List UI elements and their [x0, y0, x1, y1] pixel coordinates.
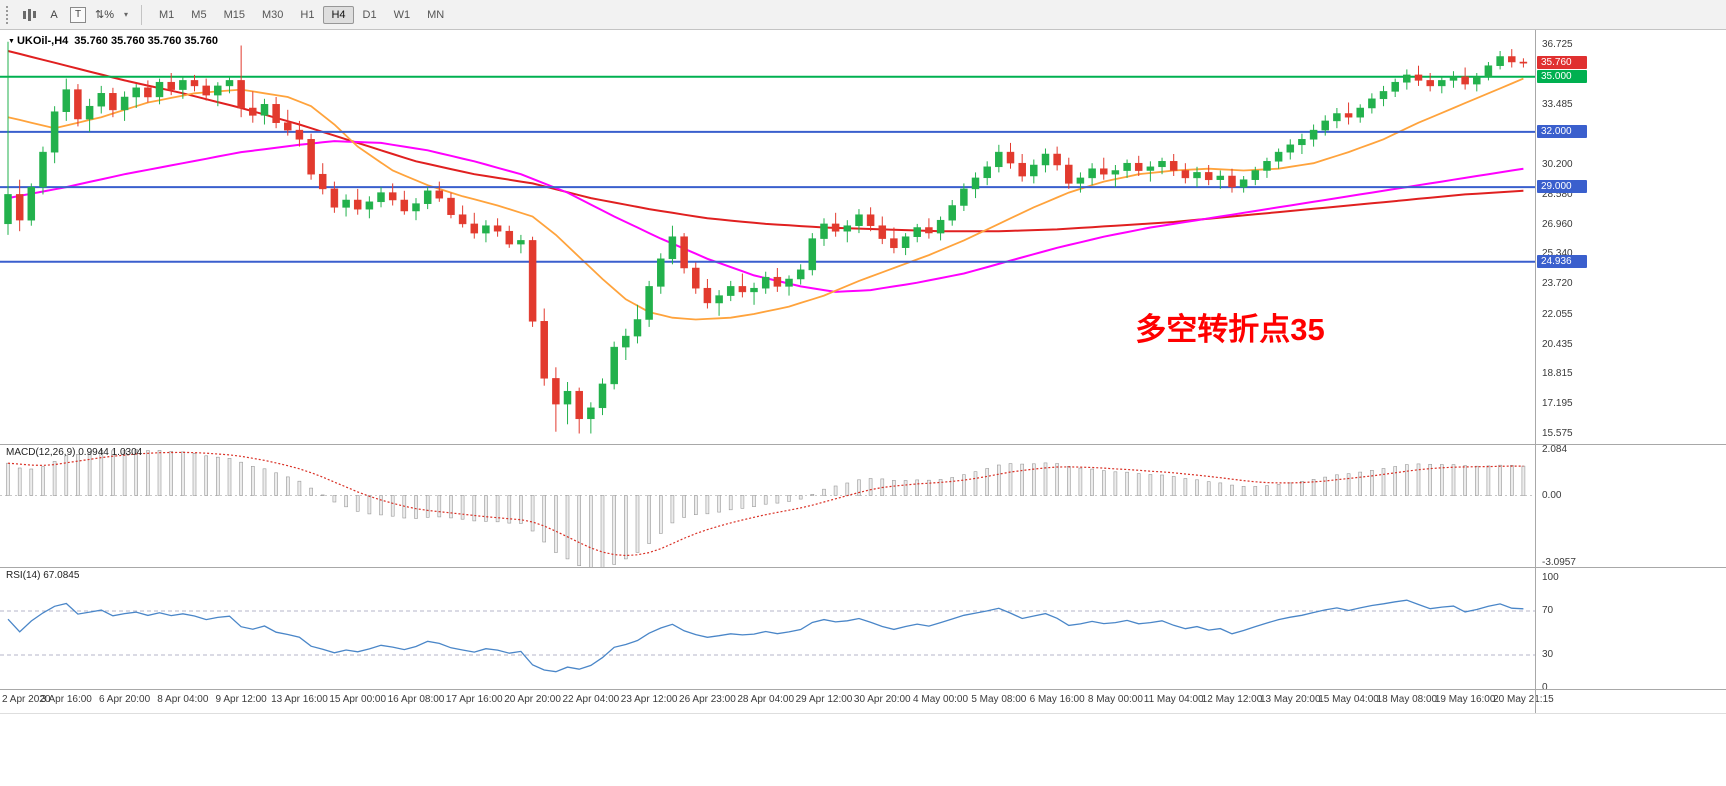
symbol-ohlc-header: ▼ UKOil-,H4 35.760 35.760 35.760 35.760	[8, 35, 218, 47]
time-label: 12 May 12:00	[1201, 694, 1263, 705]
rsi-tick-100: 100	[1542, 572, 1559, 583]
time-label: 6 Apr 20:00	[98, 694, 151, 705]
price-tick-33.485: 33.485	[1542, 99, 1573, 110]
time-label: 26 Apr 23:00	[679, 694, 736, 705]
price-tick-30.200: 30.200	[1542, 159, 1573, 170]
price-tick-15.575: 15.575	[1542, 428, 1573, 439]
chart-annotation-text[interactable]: 多空转折点35	[1135, 312, 1324, 347]
time-label: 16 Apr 08:00	[387, 694, 445, 705]
price-tick-25.340: 25.340	[1542, 248, 1573, 259]
rsi-label: RSI(14) 67.0845	[6, 570, 80, 581]
macd-tick--3.0957: -3.0957	[1542, 557, 1576, 568]
toolbar-separator	[141, 4, 143, 25]
window-bottom-edge	[0, 713, 1726, 714]
price-tick-22.055: 22.055	[1542, 309, 1573, 320]
time-label: 19 May 16:00	[1434, 694, 1496, 705]
ma-medium-magenta	[7, 140, 1524, 293]
price-tick-20.435: 20.435	[1542, 339, 1573, 350]
time-label: 9 Apr 12:00	[215, 694, 267, 705]
rsi-tick-70: 70	[1542, 605, 1554, 616]
price-tick-18.815: 18.815	[1542, 368, 1573, 379]
time-label: 23 Apr 12:00	[620, 694, 678, 705]
macd-tick-2.084: 2.084	[1542, 444, 1568, 455]
timeframe-d1-button[interactable]: D1	[355, 6, 385, 24]
horizontal-lines-layer	[0, 75, 1535, 263]
time-axis-separator	[0, 689, 1726, 690]
macd-histogram-layer	[6, 449, 1526, 567]
main-price-chart[interactable]: 多空转折点35	[0, 30, 1535, 444]
price-badge-32.000: 32.000	[1537, 125, 1587, 138]
time-label: 22 Apr 04:00	[562, 694, 620, 705]
macd-label: MACD(12,26,9) 0.9944 1.0304	[6, 447, 143, 458]
percent-scale-button[interactable]: ⇅%	[91, 4, 118, 26]
rsi-tick-30: 30	[1542, 649, 1554, 660]
rsi-tick-0: 0	[1542, 682, 1548, 693]
candlestick-icon	[22, 8, 37, 21]
macd-indicator-chart[interactable]	[0, 444, 1535, 567]
time-label: 6 May 16:00	[1029, 694, 1085, 705]
time-label: 20 May 21:15	[1493, 694, 1554, 705]
timeframe-m1-button[interactable]: M1	[151, 6, 182, 24]
dropdown-caret-icon[interactable]: ▾	[120, 4, 132, 26]
time-label: 29 Apr 12:00	[795, 694, 853, 705]
time-label: 18 May 08:00	[1376, 694, 1438, 705]
time-label: 20 Apr 20:00	[504, 694, 561, 705]
price-badge-29.000: 29.000	[1537, 180, 1587, 193]
price-scale[interactable]: 36.725 33.485 30.200 28.580 26.960 25.340 23.7…	[1536, 30, 1726, 713]
price-badge-35.760: 35.760	[1537, 56, 1587, 69]
time-label: 17 Apr 16:00	[445, 694, 503, 705]
timeframe-m15-button[interactable]: M15	[216, 6, 253, 24]
price-tick-17.195: 17.195	[1542, 398, 1573, 409]
price-tick-36.725: 36.725	[1542, 39, 1573, 50]
time-label: 5 May 08:00	[971, 694, 1027, 705]
timeframe-m5-button[interactable]: M5	[183, 6, 214, 24]
toolbar: A T ⇅% ▾ M1 M5 M15 M30 H1 H4 D1 W1 MN	[0, 0, 1726, 30]
chart-style-button[interactable]	[18, 4, 41, 26]
text-t-button[interactable]: T	[70, 6, 86, 23]
time-label: 8 May 00:00	[1087, 694, 1143, 705]
time-axis[interactable]: 2 Apr 2020 3 Apr 16:00 6 Apr 20:00 8 Apr 04…	[0, 691, 1726, 713]
ma-slow-red	[7, 50, 1524, 233]
time-label: 11 May 04:00	[1143, 694, 1204, 705]
price-scale-separator	[1535, 30, 1536, 713]
time-label: 13 Apr 16:00	[271, 694, 328, 705]
timeframe-w1-button[interactable]: W1	[386, 6, 419, 24]
time-label: 30 Apr 20:00	[853, 694, 911, 705]
price-tick-26.960: 26.960	[1542, 219, 1573, 230]
time-label: 15 Apr 00:00	[329, 694, 387, 705]
time-label: 28 Apr 04:00	[737, 694, 795, 705]
price-tick-28.580: 28.580	[1542, 189, 1573, 200]
macd-signal-line	[7, 451, 1524, 557]
timeframe-h4-button[interactable]: H4	[323, 5, 354, 24]
price-badge-24.936: 24.936	[1537, 255, 1587, 268]
timeframe-group: M1 M5 M15 M30 H1 H4 D1 W1 MN	[151, 5, 452, 24]
time-label: 3 Apr 16:00	[40, 694, 92, 705]
rsi-indicator-chart[interactable]	[0, 567, 1535, 689]
rsi-panel-separator[interactable]	[0, 567, 1726, 568]
timeframe-h1-button[interactable]: H1	[292, 6, 322, 24]
time-label: 15 May 04:00	[1318, 694, 1379, 705]
price-badge-35.000: 35.000	[1537, 70, 1587, 83]
ma-fast-orange	[7, 77, 1524, 321]
symbol-label: UKOil-,H4	[16, 35, 69, 47]
toolbar-grip-icon	[6, 5, 11, 24]
timeframe-m30-button[interactable]: M30	[254, 6, 291, 24]
macd-panel-separator[interactable]	[0, 444, 1726, 445]
timeframe-mn-button[interactable]: MN	[419, 6, 452, 24]
rsi-line	[7, 599, 1524, 673]
ohlc-values: 35.760 35.760 35.760 35.760	[74, 35, 219, 47]
time-label: 13 May 20:00	[1259, 694, 1321, 705]
time-label: 8 Apr 04:00	[157, 694, 209, 705]
text-a-button[interactable]: A	[43, 4, 65, 26]
price-tick-23.720: 23.720	[1542, 278, 1573, 289]
candles-layer	[4, 41, 1528, 434]
triangle-marker-icon: ▼	[8, 38, 15, 45]
time-label: 4 May 00:00	[913, 694, 969, 705]
time-label: 2 Apr 2020	[2, 694, 51, 705]
macd-tick-0.00: 0.00	[1542, 490, 1562, 501]
